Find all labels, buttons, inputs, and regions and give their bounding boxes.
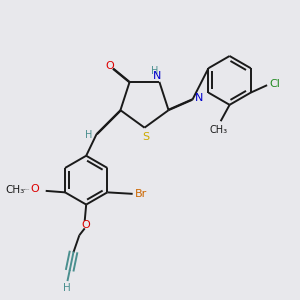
Text: Br: Br bbox=[135, 189, 147, 199]
Text: CH₃: CH₃ bbox=[5, 185, 24, 195]
Text: S: S bbox=[142, 132, 150, 142]
Text: H: H bbox=[85, 130, 92, 140]
Text: Cl: Cl bbox=[269, 79, 280, 89]
Text: methoxy: methoxy bbox=[24, 189, 30, 190]
Text: O: O bbox=[81, 220, 90, 230]
Text: O: O bbox=[105, 61, 114, 71]
Text: CH₃: CH₃ bbox=[209, 124, 227, 134]
Text: H: H bbox=[151, 66, 159, 76]
Text: N: N bbox=[195, 93, 203, 103]
Text: H: H bbox=[63, 283, 71, 292]
Text: O: O bbox=[30, 184, 39, 194]
Text: N: N bbox=[153, 71, 161, 81]
